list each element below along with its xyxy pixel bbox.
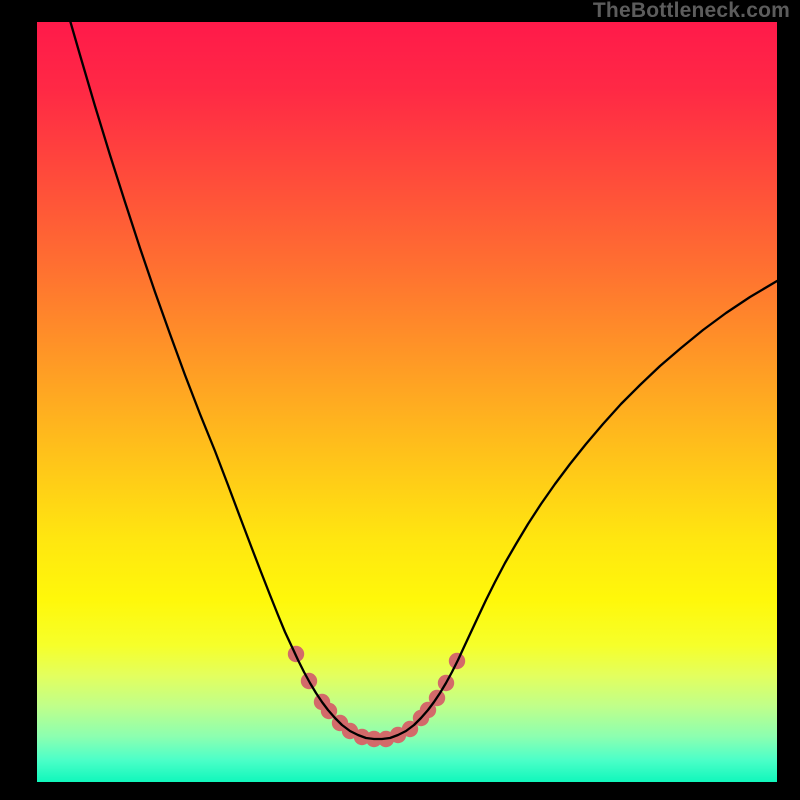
bottleneck-plot (0, 0, 800, 800)
watermark-text: TheBottleneck.com (593, 0, 790, 23)
plot-background (37, 22, 777, 782)
